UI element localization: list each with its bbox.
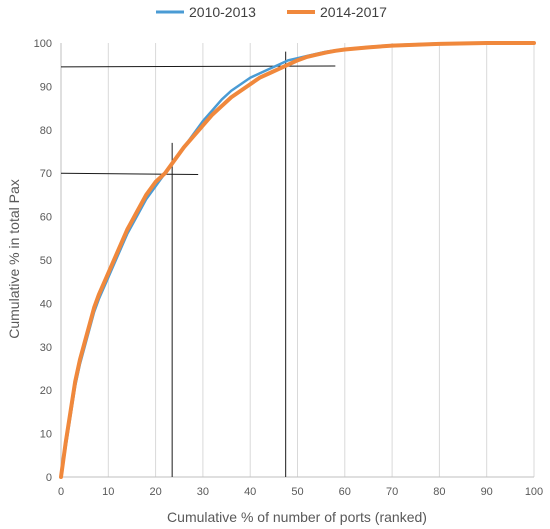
y-tick-label-20: 20 [40, 385, 52, 397]
legend-label-2010-2013: 2010-2013 [189, 4, 256, 20]
y-tick-label-40: 40 [40, 298, 52, 310]
x-tick-label-90: 90 [481, 486, 493, 498]
legend: 2010-2013 2014-2017 [156, 4, 387, 20]
y-tick-label-0: 0 [46, 472, 52, 484]
series-lines [59, 41, 536, 479]
axes [60, 43, 534, 478]
x-tick-label-10: 10 [102, 486, 114, 498]
x-tick-label-70: 70 [386, 486, 398, 498]
y-tick-label-50: 50 [40, 255, 52, 267]
x-tick-label-60: 60 [339, 486, 351, 498]
y-tick-label-90: 90 [40, 81, 52, 93]
y-tick-label-70: 70 [40, 168, 52, 180]
x-tick-label-20: 20 [149, 486, 161, 498]
reference-line-3 [60, 65, 336, 68]
x-tick-label-50: 50 [291, 486, 303, 498]
legend-label-2014-2017: 2014-2017 [320, 4, 387, 20]
series-line-2014-2017 [59, 41, 536, 479]
y-tick-label-80: 80 [40, 125, 52, 137]
y-tick-label-30: 30 [40, 342, 52, 354]
y-axis-title: Cumulative % in total Pax [6, 179, 22, 339]
reference-lines [60, 51, 336, 477]
y-tick-label-60: 60 [40, 212, 52, 224]
x-tick-label-0: 0 [58, 486, 64, 498]
tick-labels: 0 10 20 30 40 50 60 70 80 90 100 0 10 20 30 40 50 60 70 80 9… [34, 38, 544, 498]
x-tick-label-80: 80 [433, 486, 445, 498]
reference-line-1 [60, 172, 199, 176]
x-tick-label-30: 30 [197, 486, 209, 498]
y-tick-label-100: 100 [34, 38, 52, 50]
x-tick-label-40: 40 [244, 486, 256, 498]
grid-lines [107, 43, 535, 477]
y-tick-label-10: 10 [40, 429, 52, 441]
x-axis-title: Cumulative % of number of ports (ranked) [167, 509, 427, 525]
x-tick-label-100: 100 [525, 486, 543, 498]
